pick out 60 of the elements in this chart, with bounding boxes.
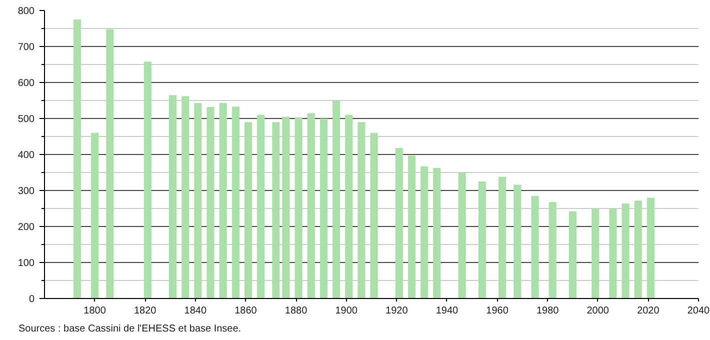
bar xyxy=(320,118,328,298)
y-tick-label: 700 xyxy=(18,42,35,53)
bar xyxy=(206,106,214,298)
x-tick-label: 1980 xyxy=(536,306,560,316)
y-tick-label: 800 xyxy=(18,6,35,17)
y-tick-label: 500 xyxy=(18,114,35,125)
bar xyxy=(244,122,252,298)
y-tick-label: 100 xyxy=(18,258,35,269)
y-tick-label: 200 xyxy=(18,222,35,233)
x-tick-label: 1800 xyxy=(84,306,106,316)
bar xyxy=(182,96,190,298)
y-tick-label: 600 xyxy=(18,78,35,89)
bar xyxy=(433,168,441,298)
bar xyxy=(395,148,403,298)
bar xyxy=(592,208,600,298)
bar xyxy=(294,117,302,298)
bar xyxy=(345,114,353,298)
bar xyxy=(458,172,466,298)
bar xyxy=(646,198,654,298)
bar xyxy=(634,200,642,298)
bar xyxy=(332,100,340,298)
bar xyxy=(232,106,240,298)
x-tick-label: 2040 xyxy=(687,306,710,316)
x-tick-label: 1900 xyxy=(335,306,358,316)
bar xyxy=(622,203,630,298)
bar xyxy=(272,122,280,298)
x-tick-label: 1820 xyxy=(134,306,157,316)
x-tick-label: 1860 xyxy=(234,306,258,316)
bar xyxy=(73,20,81,298)
bar xyxy=(408,156,416,298)
x-tick-label: 1960 xyxy=(486,306,509,316)
bar xyxy=(420,166,428,298)
x-tick-label: 1940 xyxy=(436,306,459,316)
source-note: Sources : base Cassini de l'EHESS et base Insee. xyxy=(18,324,242,334)
bar xyxy=(568,211,577,298)
bar xyxy=(257,114,265,298)
x-tick-label: 1840 xyxy=(184,306,207,316)
x-tick-label: 1920 xyxy=(386,306,408,316)
bar xyxy=(478,182,486,298)
bar xyxy=(514,184,522,298)
bar xyxy=(282,116,290,298)
bar xyxy=(219,103,227,298)
bar xyxy=(548,202,556,298)
bar xyxy=(358,122,366,298)
y-tick-label: 400 xyxy=(18,150,35,161)
x-tick-label: 2020 xyxy=(637,306,660,316)
bar xyxy=(169,95,177,298)
bar xyxy=(609,208,617,298)
x-tick-label: 1880 xyxy=(284,306,308,316)
bar xyxy=(531,196,539,298)
bar xyxy=(106,29,114,298)
bar xyxy=(370,132,378,298)
y-tick-label: 300 xyxy=(18,186,35,197)
x-tick-label: 2000 xyxy=(586,306,610,316)
bar xyxy=(91,132,99,298)
bar xyxy=(144,62,152,298)
bar xyxy=(498,176,506,298)
y-tick-label: 0 xyxy=(28,294,35,305)
bar xyxy=(194,103,202,298)
bar xyxy=(307,113,315,298)
